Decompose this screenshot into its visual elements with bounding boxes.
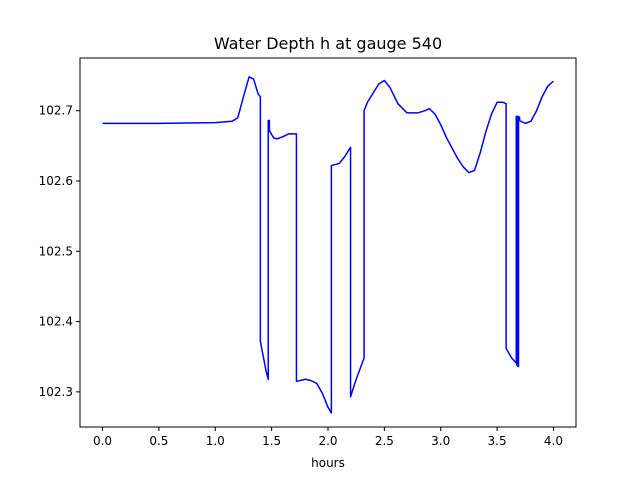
x-tick-label: 2.0 [318, 434, 337, 448]
axes-frame [79, 57, 577, 428]
y-tick-label: 102.4 [39, 315, 73, 329]
x-tick-label: 2.5 [375, 434, 394, 448]
x-axis-label: hours [311, 456, 345, 470]
x-tick-label: 3.0 [431, 434, 450, 448]
x-tick-label: 0.0 [93, 434, 112, 448]
x-tick-label: 4.0 [544, 434, 563, 448]
y-tick-label: 102.3 [39, 385, 73, 399]
y-tick-label: 102.5 [39, 244, 73, 258]
x-tick-label: 1.0 [206, 434, 225, 448]
series-line-0 [102, 76, 554, 414]
chart-title: Water Depth h at gauge 540 [214, 34, 442, 53]
x-tick-label: 3.5 [488, 434, 507, 448]
plot-area [102, 76, 554, 414]
y-tick-label: 102.6 [39, 174, 73, 188]
y-tick-label: 102.7 [39, 104, 73, 118]
x-tick-label: 1.5 [262, 434, 281, 448]
x-axis: 0.0 0.5 1.0 1.5 2.0 2.5 3.0 3.5 4.0 [93, 427, 563, 448]
y-axis: 102.3 102.4 102.5 102.6 102.7 [39, 104, 80, 399]
x-tick-label: 0.5 [149, 434, 168, 448]
